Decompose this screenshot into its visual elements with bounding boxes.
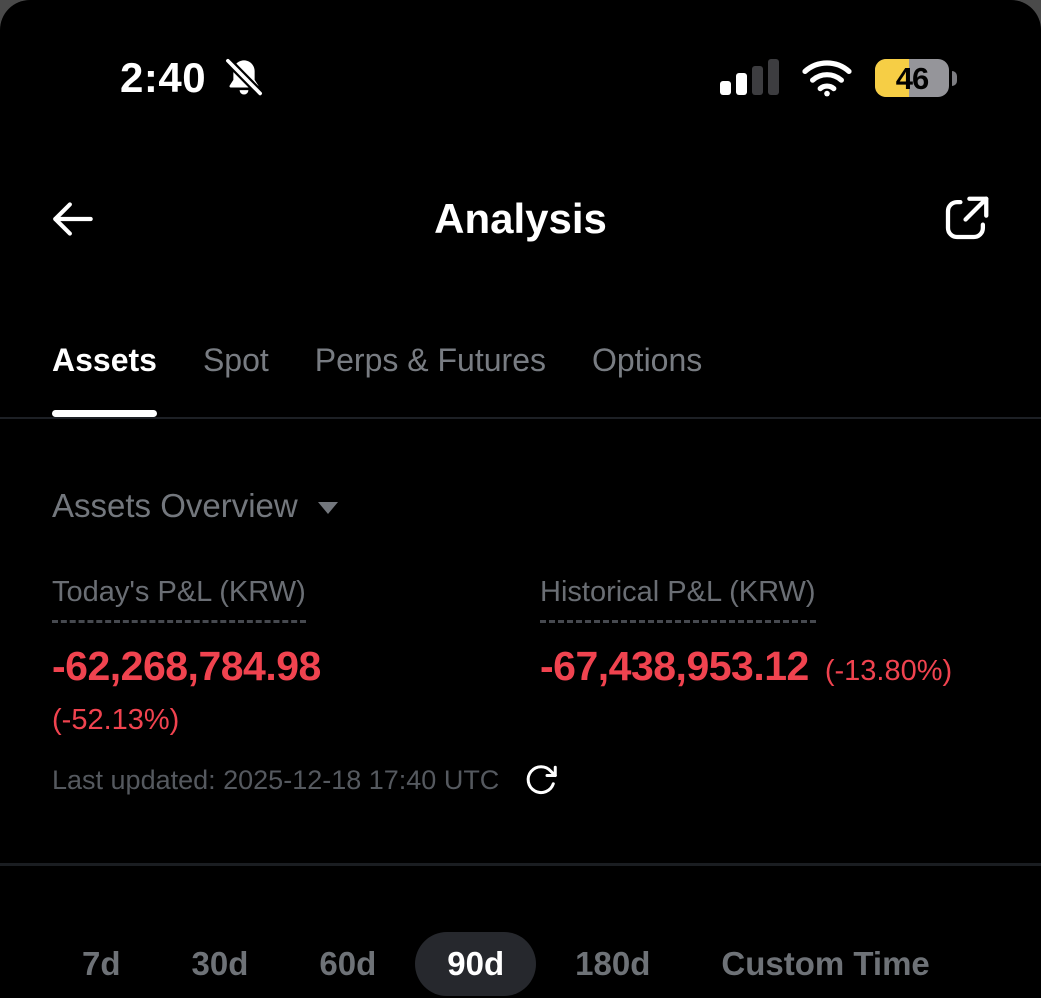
tab-label: Spot (202, 342, 269, 378)
chevron-down-icon (317, 502, 338, 514)
pnl-cards: Today's P&L (KRW) -62,268,784.98 (-52.13… (52, 575, 989, 737)
todays-pnl-percent: (-52.13%) (52, 704, 180, 736)
todays-pnl-label[interactable]: Today's P&L (KRW) (52, 575, 306, 623)
battery-body: 46 (875, 59, 949, 97)
tab-assets[interactable]: Assets (52, 342, 157, 417)
battery-fill-yellow (875, 59, 910, 97)
battery-nub (952, 70, 957, 86)
range-90d-selected[interactable]: 90d (415, 932, 537, 996)
range-30d[interactable]: 30d (191, 945, 249, 982)
time-range-bar: 7d 30d 60d 90d 180d Custom Time (0, 863, 1041, 998)
battery-icon: 46 (875, 59, 957, 97)
status-time: 2:40 (120, 54, 207, 101)
todays-pnl-value: -62,268,784.98 (52, 643, 321, 689)
status-bar: 2:40 (0, 0, 1041, 110)
historical-pnl-card: Historical P&L (KRW) -67,438,953.12 (-13… (540, 575, 989, 737)
historical-pnl-percent: (-13.80%) (824, 655, 953, 687)
status-bar-right: 46 (720, 59, 957, 97)
share-button[interactable] (939, 192, 993, 246)
range-180d[interactable]: 180d (575, 945, 651, 982)
status-bar-left: 2:40 (120, 54, 266, 102)
tab-perps-futures[interactable]: Perps & Futures (315, 342, 546, 417)
tab-spot[interactable]: Spot (203, 342, 269, 417)
bell-off-icon (222, 56, 266, 100)
historical-pnl-value: -67,438,953.12 (540, 643, 809, 689)
range-7d[interactable]: 7d (82, 945, 121, 982)
refresh-icon (527, 765, 558, 794)
tab-label: Assets (52, 342, 157, 378)
header: Analysis (0, 184, 1041, 254)
range-60d[interactable]: 60d (319, 945, 377, 982)
battery-percent: 46 (895, 61, 929, 96)
back-arrow-icon (53, 202, 93, 236)
page-title: Analysis (434, 195, 607, 242)
back-button[interactable] (48, 194, 98, 244)
tab-bar: Assets Spot Perps & Futures Options (0, 342, 1041, 419)
todays-pnl-card: Today's P&L (KRW) -62,268,784.98 (-52.13… (52, 575, 540, 737)
refresh-button[interactable] (523, 762, 559, 798)
assets-overview-dropdown[interactable]: Assets Overview (52, 487, 338, 525)
last-updated-text: Last updated: 2025-12-18 17:40 UTC (52, 764, 500, 795)
assets-content: Assets Overview Today's P&L (KRW) -62,26… (0, 487, 1041, 798)
cellular-signal-icon (720, 59, 779, 97)
range-custom-time[interactable]: Custom Time (721, 945, 930, 982)
tab-label: Options (591, 342, 703, 378)
last-updated-row: Last updated: 2025-12-18 17:40 UTC (52, 762, 989, 798)
historical-pnl-value-row: -67,438,953.12 (-13.80%) (540, 642, 952, 690)
tab-options[interactable]: Options (592, 342, 702, 417)
tab-label: Perps & Futures (314, 342, 546, 378)
assets-overview-label: Assets Overview (52, 487, 298, 524)
share-export-icon (945, 196, 989, 240)
active-tab-underline (52, 410, 157, 417)
historical-pnl-label[interactable]: Historical P&L (KRW) (540, 575, 816, 623)
wifi-icon (801, 59, 853, 97)
